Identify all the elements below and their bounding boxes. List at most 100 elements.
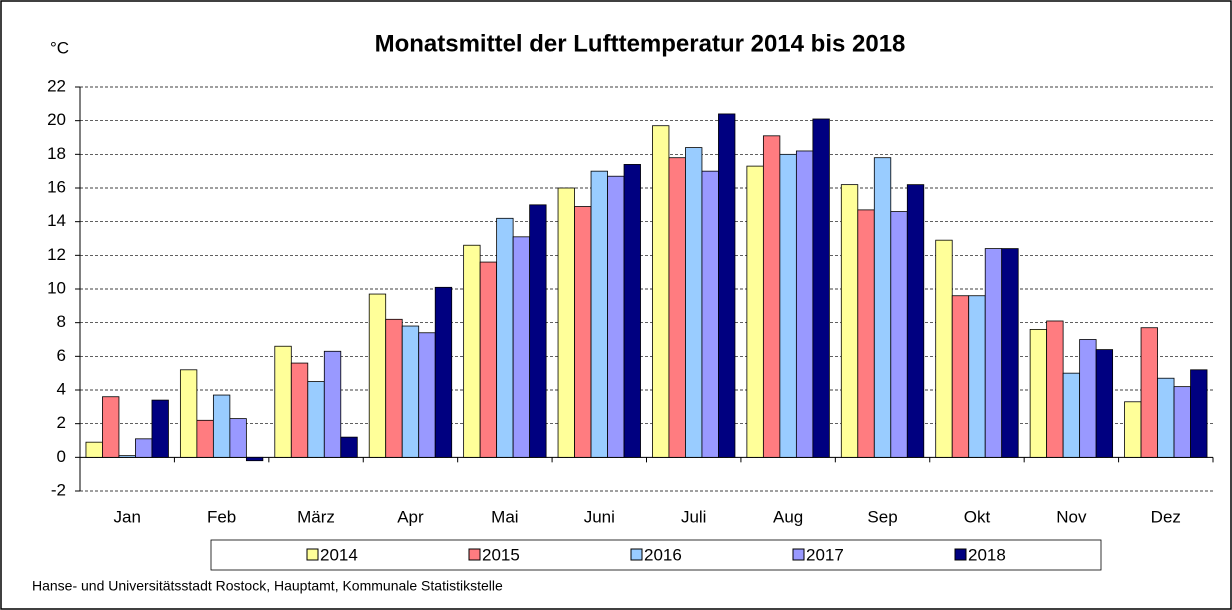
x-tick-label: Juni [584, 507, 615, 526]
bar [1140, 327, 1158, 458]
y-tick-label: 2 [57, 413, 66, 432]
x-tick-label: Sep [867, 507, 897, 526]
y-tick-label: -2 [51, 480, 66, 499]
bar [196, 419, 214, 458]
bar [229, 418, 247, 458]
legend-swatch [954, 548, 967, 561]
legend-box [210, 539, 1102, 571]
bar [668, 157, 686, 458]
bar [1173, 386, 1191, 458]
bar [935, 239, 953, 458]
bar [779, 153, 797, 458]
bar [623, 164, 641, 458]
bar [434, 286, 453, 458]
legend-label: 2014 [320, 545, 358, 564]
source-note: Hanse- und Universitätsstadt Rostock, Ha… [32, 578, 503, 594]
bar [557, 187, 575, 458]
x-tick-label: März [297, 507, 335, 526]
bar [1029, 328, 1048, 458]
legend-label: 2018 [968, 545, 1006, 564]
bar [1001, 248, 1019, 458]
bar [652, 125, 670, 458]
y-tick-label: 20 [47, 110, 66, 129]
x-tick-label: Juli [681, 507, 707, 526]
bar [1079, 339, 1097, 458]
y-tick-label: 10 [47, 278, 66, 297]
legend-swatch [792, 548, 805, 561]
legend-swatch [306, 548, 319, 561]
bar [102, 396, 120, 458]
bar [590, 170, 608, 458]
bar [496, 217, 514, 458]
x-tick-label: Jan [113, 507, 140, 526]
bar [873, 157, 892, 458]
bar [212, 394, 231, 458]
x-tick-label: Apr [397, 507, 424, 526]
bar [718, 113, 736, 458]
bar [1095, 349, 1114, 458]
bar [795, 150, 814, 458]
x-tick-label: Feb [207, 507, 236, 526]
bar [746, 165, 764, 458]
bar [418, 332, 436, 458]
legend-label: 2015 [482, 545, 520, 564]
bar [290, 362, 309, 458]
y-axis-label: °C [50, 38, 69, 57]
bar [906, 184, 925, 458]
y-tick-label: 18 [47, 144, 66, 163]
bar [340, 436, 358, 458]
y-tick-label: 16 [47, 177, 66, 196]
bar [323, 350, 342, 458]
legend-swatch [630, 548, 643, 561]
chart-title: Monatsmittel der Lufttemperatur 2014 bis… [375, 30, 906, 57]
bar [118, 455, 136, 458]
bar [1157, 377, 1175, 458]
bar [512, 236, 531, 458]
bar [135, 438, 153, 458]
bar [984, 248, 1003, 458]
bar [762, 135, 781, 458]
x-tick-label: Okt [964, 507, 991, 526]
bar [385, 318, 403, 458]
bar [840, 184, 859, 458]
legend-label: 2017 [806, 545, 844, 564]
y-tick-label: 6 [57, 346, 66, 365]
bar [857, 209, 875, 458]
y-tick-label: 4 [57, 379, 66, 398]
bar [151, 399, 169, 458]
bar [307, 381, 325, 458]
bar [890, 211, 908, 458]
bar [1062, 372, 1081, 458]
bar [1124, 401, 1142, 458]
y-tick-label: 0 [57, 447, 66, 466]
bar [1046, 320, 1064, 458]
bar [479, 261, 498, 458]
bar [574, 206, 592, 458]
bar [685, 147, 703, 458]
bar [607, 175, 625, 458]
y-tick-label: 14 [47, 211, 66, 230]
bar [245, 456, 264, 462]
bar [274, 345, 292, 458]
x-tick-label: Nov [1056, 507, 1087, 526]
bar [968, 295, 986, 458]
x-tick-label: Aug [773, 507, 803, 526]
legend-label: 2016 [644, 545, 682, 564]
legend-swatch [468, 548, 481, 561]
y-tick-label: 12 [47, 245, 66, 264]
bar [951, 295, 970, 458]
bar [179, 369, 198, 458]
bar [401, 325, 420, 458]
bar [1190, 369, 1208, 458]
bar [701, 170, 719, 458]
y-tick-label: 8 [57, 312, 66, 331]
bar [85, 441, 103, 458]
x-tick-label: Dez [1151, 507, 1181, 526]
bar [529, 204, 547, 458]
y-tick-label: 22 [47, 76, 66, 95]
bar [368, 293, 387, 458]
bar [463, 244, 481, 458]
bar [812, 118, 830, 458]
x-tick-label: Mai [491, 507, 518, 526]
